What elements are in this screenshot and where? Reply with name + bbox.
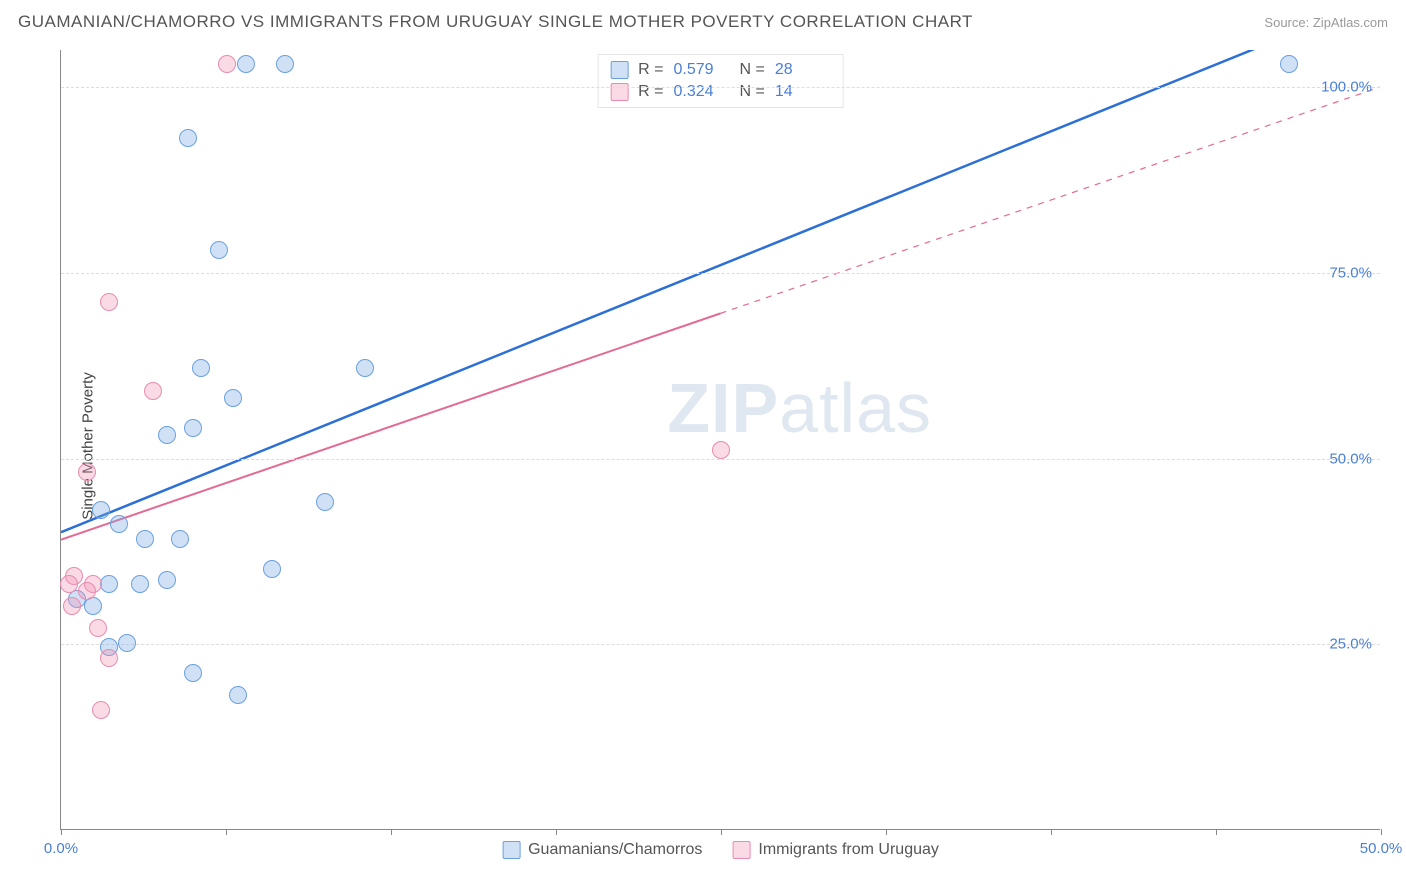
legend-label: Immigrants from Uruguay — [758, 841, 939, 859]
data-point — [144, 382, 162, 400]
legend: Guamanians/Chamorros Immigrants from Urug… — [502, 841, 939, 859]
data-point — [218, 55, 236, 73]
x-tick — [1381, 829, 1382, 835]
series-swatch — [732, 841, 750, 859]
series-swatch — [502, 841, 520, 859]
stat-n-label: N = — [740, 61, 765, 79]
stat-r-value: 0.579 — [674, 61, 730, 79]
data-point — [118, 634, 136, 652]
stat-r-label: R = — [638, 83, 663, 101]
x-tick — [886, 829, 887, 835]
legend-item: Guamanians/Chamorros — [502, 841, 702, 859]
data-point — [229, 686, 247, 704]
source-attribution: Source: ZipAtlas.com — [1264, 15, 1388, 30]
x-tick-label: 50.0% — [1360, 840, 1403, 857]
data-point — [131, 575, 149, 593]
chart-title: GUAMANIAN/CHAMORRO VS IMMIGRANTS FROM UR… — [18, 12, 973, 32]
x-tick — [1216, 829, 1217, 835]
data-point — [192, 359, 210, 377]
data-point — [712, 441, 730, 459]
data-point — [78, 463, 96, 481]
data-point — [1280, 55, 1298, 73]
watermark: ZIPatlas — [667, 368, 932, 448]
data-point — [184, 419, 202, 437]
x-tick-label: 0.0% — [44, 840, 78, 857]
x-tick — [1051, 829, 1052, 835]
data-point — [263, 560, 281, 578]
source-label: Source: — [1264, 15, 1309, 30]
gridline — [61, 273, 1380, 274]
data-point — [210, 241, 228, 259]
series-swatch — [610, 61, 628, 79]
data-point — [100, 293, 118, 311]
data-point — [60, 575, 78, 593]
data-point — [136, 530, 154, 548]
gridline — [61, 87, 1380, 88]
data-point — [158, 571, 176, 589]
y-tick-label: 50.0% — [1329, 450, 1372, 467]
data-point — [237, 55, 255, 73]
data-point — [184, 664, 202, 682]
data-point — [92, 501, 110, 519]
data-point — [110, 515, 128, 533]
watermark-bold: ZIP — [667, 369, 779, 447]
legend-item: Immigrants from Uruguay — [732, 841, 939, 859]
data-point — [158, 426, 176, 444]
data-point — [316, 493, 334, 511]
stats-row: R = 0.579 N = 28 — [610, 59, 831, 81]
x-tick — [556, 829, 557, 835]
correlation-stats-box: R = 0.579 N = 28 R = 0.324 N = 14 — [597, 54, 844, 108]
series-swatch — [610, 83, 628, 101]
trend-lines — [61, 50, 1380, 829]
stat-n-value: 14 — [775, 83, 831, 101]
data-point — [276, 55, 294, 73]
data-point — [89, 619, 107, 637]
watermark-rest: atlas — [779, 369, 932, 447]
legend-label: Guamanians/Chamorros — [528, 841, 702, 859]
data-point — [92, 701, 110, 719]
data-point — [179, 129, 197, 147]
x-tick — [61, 829, 62, 835]
gridline — [61, 644, 1380, 645]
data-point — [78, 582, 96, 600]
stats-row: R = 0.324 N = 14 — [610, 81, 831, 103]
y-tick-label: 75.0% — [1329, 264, 1372, 281]
data-point — [100, 649, 118, 667]
x-tick — [391, 829, 392, 835]
stat-n-value: 28 — [775, 61, 831, 79]
stat-r-label: R = — [638, 61, 663, 79]
stat-r-value: 0.324 — [674, 83, 730, 101]
x-tick — [721, 829, 722, 835]
plot-area: ZIPatlas R =0.579N =28R =0.324N =14 Guam… — [60, 50, 1380, 830]
data-point — [356, 359, 374, 377]
stat-n-label: N = — [740, 83, 765, 101]
data-point — [63, 597, 81, 615]
data-point — [100, 575, 118, 593]
x-tick — [226, 829, 227, 835]
data-point — [171, 530, 189, 548]
source-name: ZipAtlas.com — [1313, 15, 1388, 30]
y-tick-label: 25.0% — [1329, 636, 1372, 653]
y-tick-label: 100.0% — [1321, 79, 1372, 96]
data-point — [224, 389, 242, 407]
